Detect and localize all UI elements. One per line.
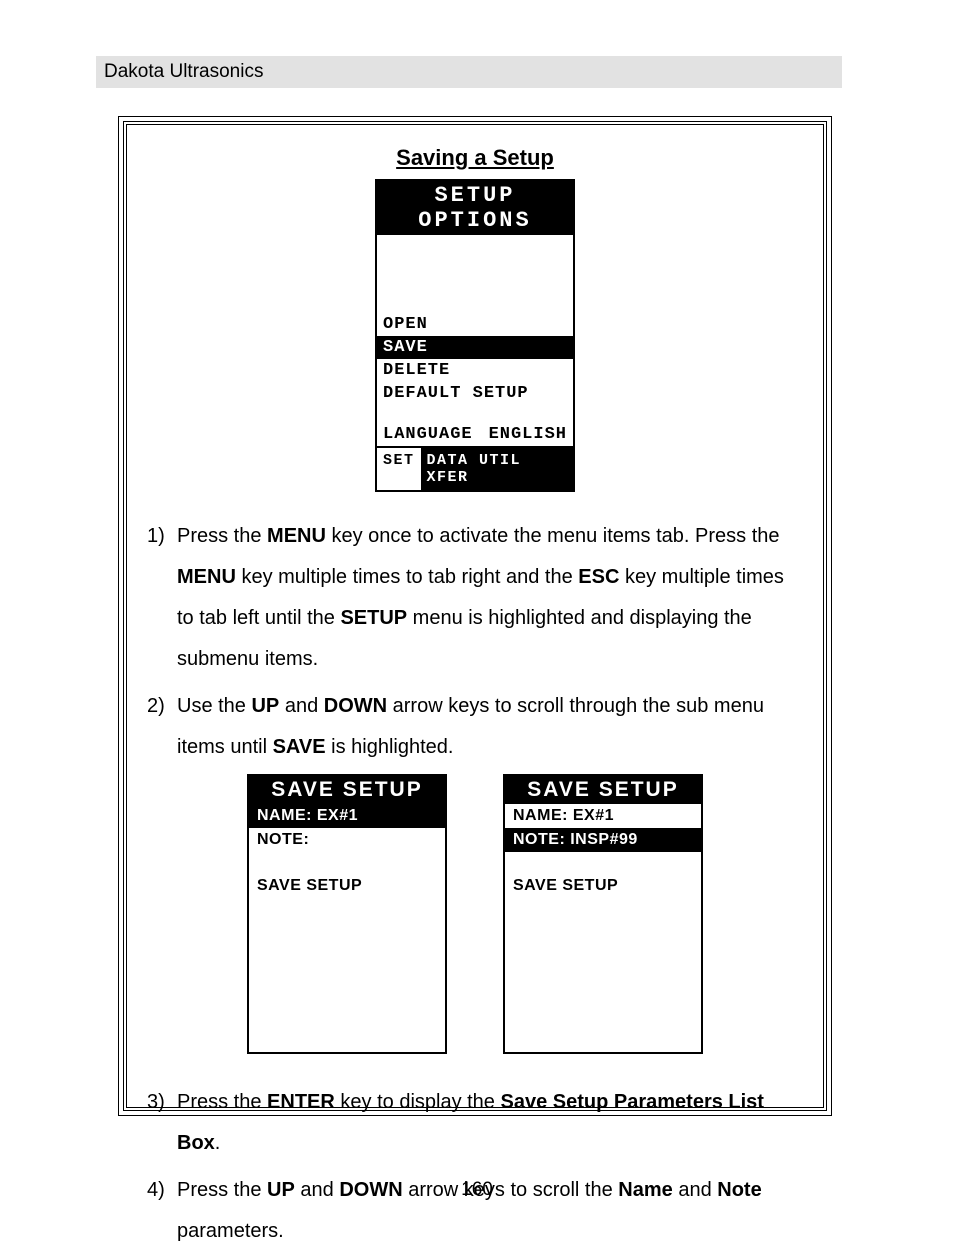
lcd-row-save: SAVE (377, 336, 573, 359)
lcd-body: OPEN SAVE DELETE DEFAULT SETUP LANG (377, 235, 573, 446)
t: parameters. (177, 1220, 284, 1242)
lcd-spacer (249, 852, 445, 874)
t: Press the (177, 1091, 267, 1113)
t: Press the (177, 525, 267, 547)
lcd-row-open: OPEN (377, 313, 573, 336)
page-header: Dakota Ultrasonics (96, 56, 842, 88)
t: key multiple times to tab right and the (236, 566, 578, 588)
t: . (215, 1132, 221, 1154)
step-text: Press the MENU key once to activate the … (177, 516, 803, 680)
lcd-line-note: NOTE: INSP#99 (505, 828, 701, 852)
lcd-row-delete: DELETE (377, 359, 573, 382)
step-number: 1) (147, 516, 177, 680)
content-box-outer: Saving a Setup SETUP OPTIONS OPEN SAVE D… (118, 116, 832, 1116)
kw-enter: ENTER (267, 1091, 335, 1113)
kw-menu: MENU (267, 525, 326, 547)
lcd-row-language: LANGUAGE ENGLISH (377, 423, 573, 446)
t: Use the (177, 695, 251, 717)
step-number: 3) (147, 1082, 177, 1164)
lcd-save-setup-a: SAVE SETUP NAME: EX#1 NOTE: SAVE SETUP (247, 774, 447, 1054)
lcd-tab-rest: DATA UTIL XFER (421, 448, 573, 490)
kw-menu: MENU (177, 566, 236, 588)
lcd-row-default: DEFAULT SETUP (377, 382, 573, 405)
t: and (279, 695, 323, 717)
lcd-tab-set: SET (377, 448, 421, 490)
lcd-label: DELETE (383, 361, 450, 380)
lcd-spacer (377, 405, 573, 423)
lcd-label: OPEN (383, 315, 428, 334)
save-setup-pair: SAVE SETUP NAME: EX#1 NOTE: SAVE SETUP S… (139, 774, 811, 1054)
instructions-block-2: 3) Press the ENTER key to display the Sa… (147, 1082, 803, 1252)
lcd-title: SAVE SETUP (505, 776, 701, 804)
lcd-line-save: SAVE SETUP (505, 874, 701, 898)
content-box-inner: Saving a Setup SETUP OPTIONS OPEN SAVE D… (123, 121, 827, 1111)
step-text: Press the ENTER key to display the Save … (177, 1082, 803, 1164)
lcd-line-name: NAME: EX#1 (249, 804, 445, 828)
lcd-spacer (377, 235, 573, 313)
step-2: 2) Use the UP and DOWN arrow keys to scr… (147, 686, 803, 768)
instructions-block-1: 1) Press the MENU key once to activate t… (147, 516, 803, 768)
t: is highlighted. (326, 736, 454, 758)
lcd-title: SETUP OPTIONS (377, 181, 573, 235)
t: key to display the (335, 1091, 501, 1113)
lcd-line-name: NAME: EX#1 (505, 804, 701, 828)
lcd-label: SAVE (383, 338, 428, 357)
lcd-spacer (505, 852, 701, 874)
kw-save: SAVE (273, 736, 326, 758)
step-1: 1) Press the MENU key once to activate t… (147, 516, 803, 680)
section-title: Saving a Setup (139, 145, 811, 171)
lcd-label: DEFAULT SETUP (383, 384, 529, 403)
t: key once to activate the menu items tab.… (326, 525, 780, 547)
lcd-save-setup-b: SAVE SETUP NAME: EX#1 NOTE: INSP#99 SAVE… (503, 774, 703, 1054)
step-3: 3) Press the ENTER key to display the Sa… (147, 1082, 803, 1164)
kw-setup: SETUP (340, 607, 407, 629)
kw-esc: ESC (578, 566, 619, 588)
kw-down: DOWN (324, 695, 387, 717)
step-text: Use the UP and DOWN arrow keys to scroll… (177, 686, 803, 768)
lcd-setup-options: SETUP OPTIONS OPEN SAVE DELETE DEFAULT S… (375, 179, 575, 492)
lcd-bottom-tabs: SET DATA UTIL XFER (377, 446, 573, 490)
lcd-line-save: SAVE SETUP (249, 874, 445, 898)
kw-up: UP (251, 695, 279, 717)
page-number: 160 (0, 1179, 954, 1201)
lcd-value: ENGLISH (489, 425, 567, 444)
lcd-line-note: NOTE: (249, 828, 445, 852)
step-number: 2) (147, 686, 177, 768)
lcd-label: LANGUAGE (383, 425, 473, 444)
lcd-title: SAVE SETUP (249, 776, 445, 804)
